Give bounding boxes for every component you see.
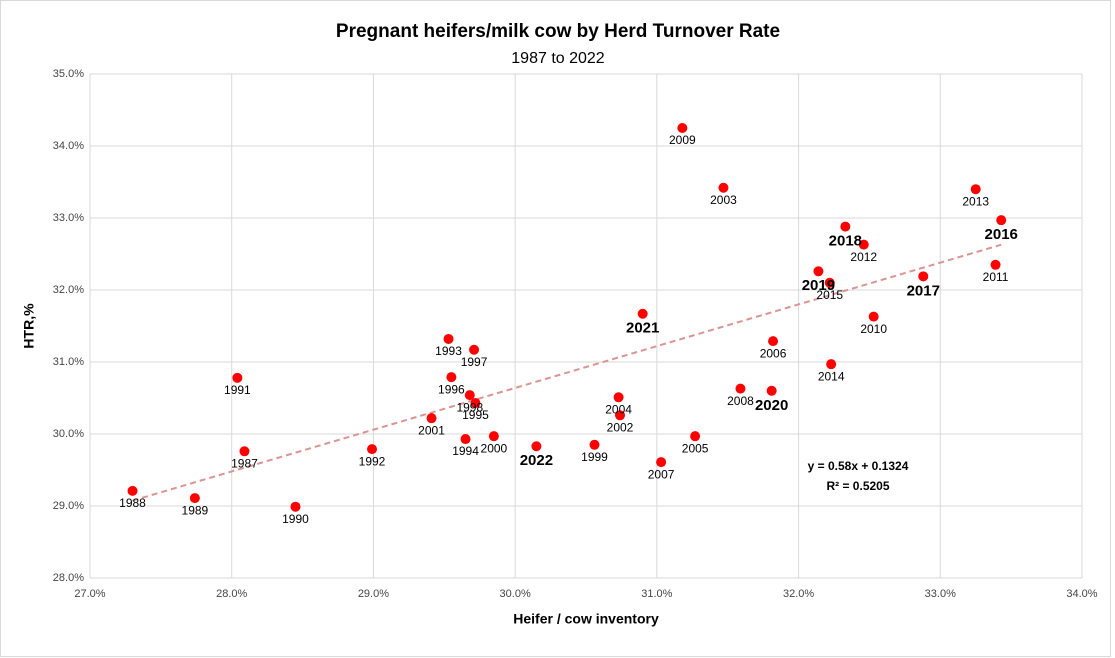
point: [868, 311, 879, 322]
y-tick-label: 35.0%: [53, 68, 84, 80]
point: [656, 457, 667, 468]
point: [918, 271, 929, 282]
point-label: 2010: [860, 322, 887, 336]
point-label: 2021: [626, 320, 659, 337]
y-tick-label: 30.0%: [53, 428, 84, 440]
point-label: 2017: [907, 282, 940, 299]
point: [615, 410, 626, 421]
point-label: 2009: [669, 133, 696, 147]
x-tick-label: 34.0%: [1066, 588, 1097, 600]
x-tick-label: 30.0%: [500, 588, 531, 600]
point-label: 2022: [520, 452, 553, 469]
point: [858, 239, 869, 250]
point: [531, 441, 542, 452]
point: [718, 182, 729, 193]
point-label: 2013: [962, 194, 989, 208]
point-label: 2005: [682, 441, 709, 455]
point-label: 2002: [607, 420, 634, 434]
x-tick-label: 32.0%: [783, 588, 814, 600]
point: [488, 431, 499, 442]
y-axis-label: HTR,%: [21, 303, 37, 349]
point: [460, 434, 471, 445]
point: [735, 383, 746, 394]
trend-r-squared: R² = 0.5205: [826, 479, 889, 493]
point-label: 1988: [119, 496, 146, 510]
point: [677, 123, 688, 133]
point: [290, 501, 301, 512]
chart-subtitle: 1987 to 2022: [511, 50, 605, 67]
point: [813, 266, 824, 277]
point-label: 1987: [231, 456, 258, 470]
point: [426, 413, 437, 424]
trendline: [132, 243, 1002, 502]
point-label: 1998: [456, 400, 483, 414]
y-tick-label: 34.0%: [53, 140, 84, 152]
point: [766, 385, 777, 396]
y-tick-label: 28.0%: [53, 572, 84, 584]
x-axis-label: Heifer / cow inventory: [513, 611, 659, 627]
point: [127, 485, 138, 496]
point: [443, 333, 454, 344]
point: [446, 372, 457, 383]
point-label: 2015: [816, 288, 843, 302]
point: [470, 398, 481, 409]
x-tick-label: 28.0%: [216, 588, 247, 600]
point: [970, 184, 981, 195]
point-label: 2008: [727, 394, 754, 408]
point: [824, 277, 835, 288]
point-label: 1996: [438, 382, 465, 396]
point: [189, 493, 200, 504]
point: [232, 372, 243, 383]
point: [990, 259, 1001, 270]
point-label: 2016: [985, 226, 1018, 243]
point: [637, 308, 648, 319]
x-tick-label: 33.0%: [925, 588, 956, 600]
x-tick-label: 31.0%: [641, 588, 672, 600]
point-label: 1999: [581, 450, 608, 464]
point: [367, 444, 378, 455]
point-label: 1990: [282, 512, 309, 526]
point-label: 2011: [983, 270, 1009, 284]
point: [589, 439, 600, 450]
point: [469, 344, 480, 355]
point-label: 2020: [755, 397, 788, 414]
x-tick-label: 27.0%: [74, 588, 105, 600]
point-label: 2007: [648, 467, 675, 481]
point-label: 2001: [418, 423, 445, 437]
point: [768, 336, 779, 347]
y-tick-label: 31.0%: [53, 356, 84, 368]
point-label: 1994: [452, 444, 479, 458]
point: [996, 215, 1007, 226]
y-tick-label: 32.0%: [53, 284, 84, 296]
point-label: 1992: [359, 454, 386, 468]
point-label: 1989: [182, 503, 209, 517]
point-label: 2019: [802, 277, 835, 294]
point-label: 2012: [850, 250, 877, 264]
point-label: 1991: [224, 383, 251, 397]
y-tick-label: 29.0%: [53, 500, 84, 512]
point-label: 2006: [760, 346, 787, 360]
trend-equation: y = 0.58x + 0.1324: [808, 459, 909, 473]
point-label: 2004: [605, 402, 632, 416]
point: [690, 431, 701, 442]
point: [613, 392, 624, 403]
point-label: 2018: [829, 233, 862, 250]
point-label: 2000: [481, 441, 508, 455]
point-label: 1993: [435, 344, 462, 358]
point-label: 1995: [462, 408, 489, 422]
x-tick-label: 29.0%: [358, 588, 389, 600]
point: [464, 390, 475, 401]
point: [840, 221, 851, 232]
chart-title: Pregnant heifers/milk cow by Herd Turnov…: [336, 21, 780, 42]
point: [826, 359, 837, 370]
point-label: 1997: [461, 355, 488, 369]
point-label: 2003: [710, 193, 737, 207]
point: [239, 446, 250, 457]
y-tick-label: 33.0%: [53, 212, 84, 224]
point-label: 2014: [818, 369, 845, 383]
